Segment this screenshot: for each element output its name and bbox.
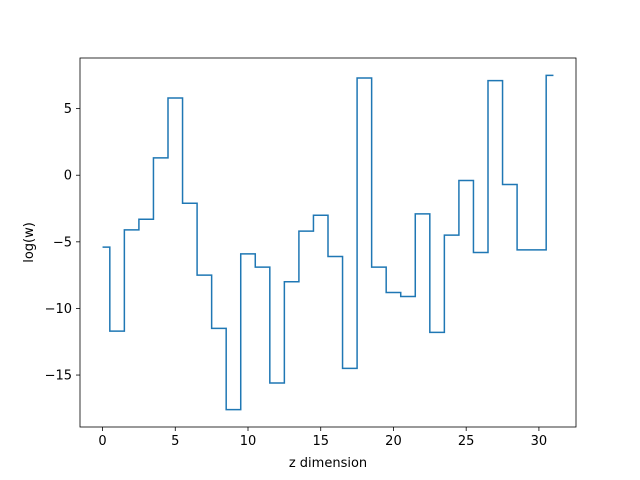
y-tick-label: −10 <box>45 302 72 317</box>
x-tick-label: 15 <box>312 434 329 449</box>
series-step-line <box>102 74 554 411</box>
x-tick-label: 25 <box>458 434 475 449</box>
axes-frame <box>79 57 577 428</box>
x-tick-label: 20 <box>385 434 402 449</box>
x-tick-label: 30 <box>531 434 548 449</box>
axes: 0 5 10 15 20 25 30 5 0 −5 −10 −15 <box>45 57 577 449</box>
y-axis-label: log(w) <box>22 222 37 263</box>
y-tick-label: 0 <box>64 169 72 184</box>
x-tick-label: 0 <box>98 434 106 449</box>
x-tick-label: 10 <box>240 434 257 449</box>
plot-area <box>102 74 554 411</box>
y-tick-label: 5 <box>64 102 72 117</box>
x-tick-label: 5 <box>171 434 179 449</box>
x-axis-label: z dimension <box>289 456 367 471</box>
y-tick-label: −5 <box>53 235 72 250</box>
y-tick-label: −15 <box>45 369 72 384</box>
